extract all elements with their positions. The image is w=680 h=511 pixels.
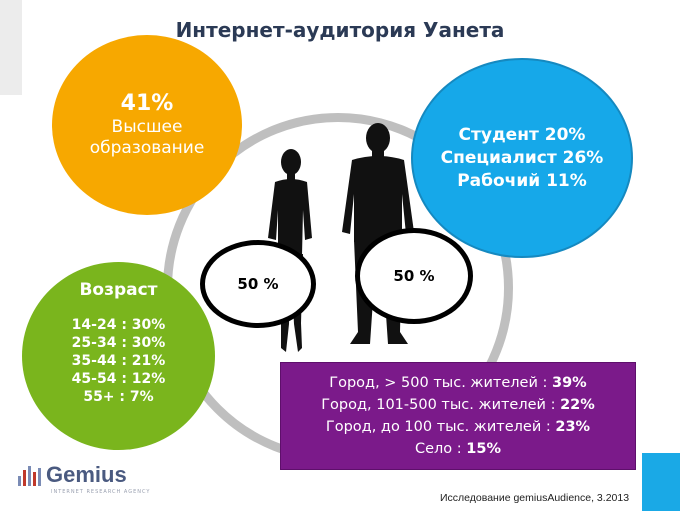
occupation-student: Студент 20%	[458, 124, 586, 145]
settlement-row: Город, 101-500 тыс. жителей : 22%	[321, 394, 595, 416]
education-circle: 41% Высшее образование	[52, 35, 242, 215]
settlement-value: 22%	[560, 397, 595, 413]
settlement-value: 15%	[466, 441, 501, 457]
slide-title: Интернет-аудитория Уанета	[175, 18, 505, 42]
female-percent-bubble: 50 %	[200, 240, 316, 328]
settlement-row: Город, до 100 тыс. жителей : 23%	[326, 416, 590, 438]
gemius-bars-icon	[18, 464, 41, 486]
age-row: 35-44 : 21%	[71, 353, 166, 369]
logo-text: Gemius	[46, 462, 127, 487]
settlement-value: 23%	[555, 419, 591, 435]
occupation-circle: Студент 20% Специалист 26% Рабочий 11%	[411, 58, 633, 258]
education-percent: 41%	[120, 91, 174, 116]
settlement-box: Город, > 500 тыс. жителей : 39% Город, 1…	[280, 362, 636, 470]
corner-accent	[642, 453, 680, 511]
age-title: Возраст	[79, 280, 158, 300]
settlement-row: Город, > 500 тыс. жителей : 39%	[329, 372, 586, 394]
age-row: 25-34 : 30%	[71, 335, 166, 351]
occupation-worker: Рабочий 11%	[457, 170, 587, 191]
settlement-value: 39%	[552, 375, 587, 391]
occupation-specialist: Специалист 26%	[440, 147, 604, 168]
settlement-label: Город, 101-500 тыс. жителей :	[321, 397, 561, 413]
gemius-logo: Gemius INTERNET RESEARCH AGENCY	[18, 462, 149, 495]
source-note: Исследование gemiusAudience, 3.2013	[440, 492, 630, 504]
age-row: 14-24 : 30%	[71, 317, 166, 333]
settlement-label: Село :	[414, 441, 467, 457]
settlement-row: Село : 15%	[415, 438, 501, 460]
corner-decoration	[0, 0, 22, 95]
education-label-2: образование	[89, 138, 205, 158]
male-percent-bubble: 50 %	[355, 228, 473, 324]
age-circle: Возраст 14-24 : 30% 25-34 : 30% 35-44 : …	[22, 262, 215, 450]
settlement-label: Город, до 100 тыс. жителей :	[325, 419, 556, 435]
age-row: 45-54 : 12%	[71, 371, 166, 387]
education-label-1: Высшее	[111, 117, 183, 137]
logo-tagline: INTERNET RESEARCH AGENCY	[51, 489, 151, 495]
age-row: 55+ : 7%	[83, 389, 154, 405]
settlement-label: Город, > 500 тыс. жителей :	[329, 375, 552, 391]
